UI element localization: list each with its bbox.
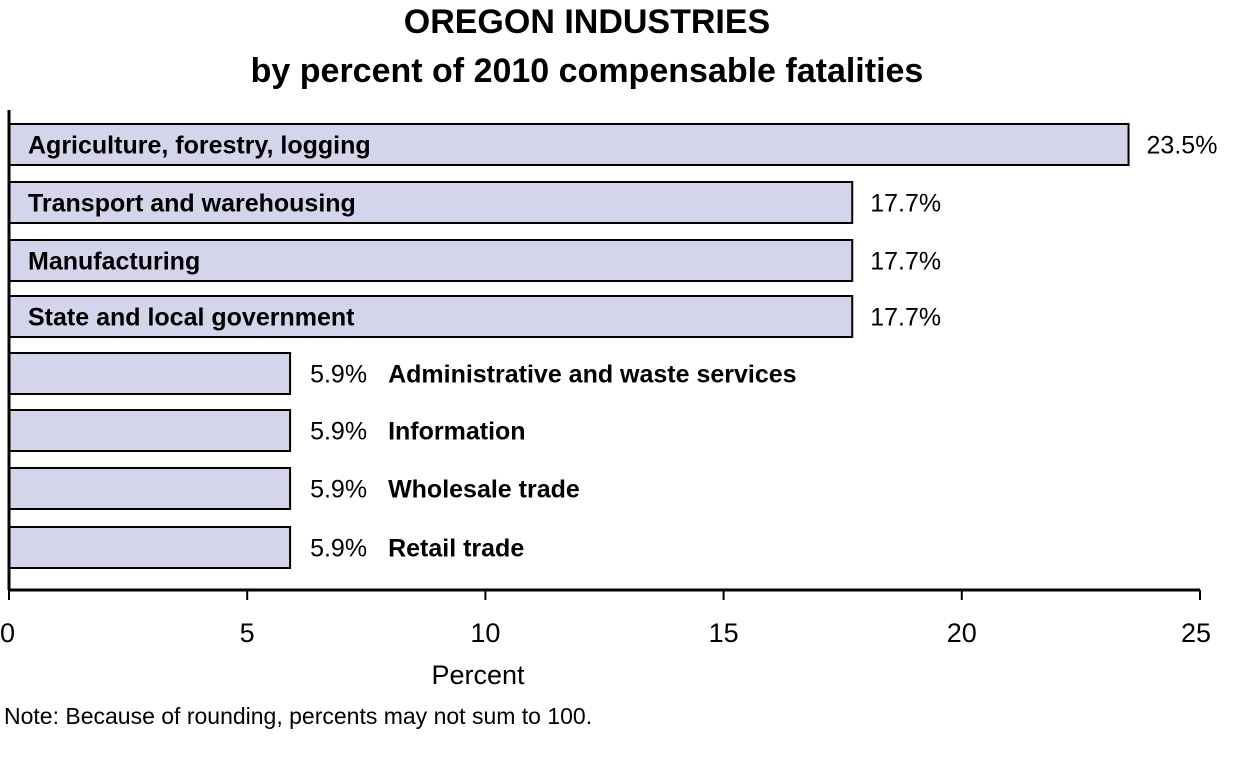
x-tick-label: 20 bbox=[947, 618, 977, 648]
x-tick-label: 5 bbox=[240, 618, 255, 648]
bar bbox=[8, 467, 292, 510]
chart-title: OREGON INDUSTRIES bbox=[404, 3, 770, 41]
x-tick-label: 25 bbox=[1181, 618, 1211, 648]
x-tick-label: 0 bbox=[0, 618, 15, 648]
category-label: Wholesale trade bbox=[388, 476, 580, 504]
bar bbox=[8, 352, 292, 395]
x-axis: 0 5 10 15 20 25 bbox=[0, 110, 1211, 648]
footnote: Note: Because of rounding, percents may … bbox=[4, 703, 592, 729]
value-label: 5.9% bbox=[310, 476, 367, 504]
bars-group: Agriculture, forestry, logging 23.5% Trans… bbox=[8, 123, 1218, 569]
category-label: Information bbox=[388, 418, 526, 446]
category-label: Manufacturing bbox=[28, 248, 200, 276]
category-label: Agriculture, forestry, logging bbox=[28, 132, 371, 160]
x-tick-label: 15 bbox=[709, 618, 739, 648]
category-label: Transport and warehousing bbox=[28, 190, 356, 218]
value-label: 5.9% bbox=[310, 535, 367, 563]
bar bbox=[8, 295, 854, 338]
value-label: 5.9% bbox=[310, 361, 367, 389]
chart-subtitle: by percent of 2010 compensable fatalitie… bbox=[251, 52, 924, 90]
x-axis-label: Percent bbox=[431, 660, 525, 690]
value-label: 5.9% bbox=[310, 418, 367, 446]
category-label: Retail trade bbox=[388, 535, 524, 563]
value-label: 17.7% bbox=[870, 304, 941, 332]
bar bbox=[8, 181, 854, 224]
category-label: Administrative and waste services bbox=[388, 361, 797, 389]
bar bbox=[8, 239, 854, 282]
value-label: 17.7% bbox=[870, 190, 941, 218]
value-label: 23.5% bbox=[1147, 132, 1218, 160]
category-label: State and local government bbox=[28, 304, 355, 332]
value-label: 17.7% bbox=[870, 248, 941, 276]
bar bbox=[8, 409, 292, 452]
x-tick-label: 10 bbox=[470, 618, 500, 648]
bar bbox=[8, 526, 292, 569]
